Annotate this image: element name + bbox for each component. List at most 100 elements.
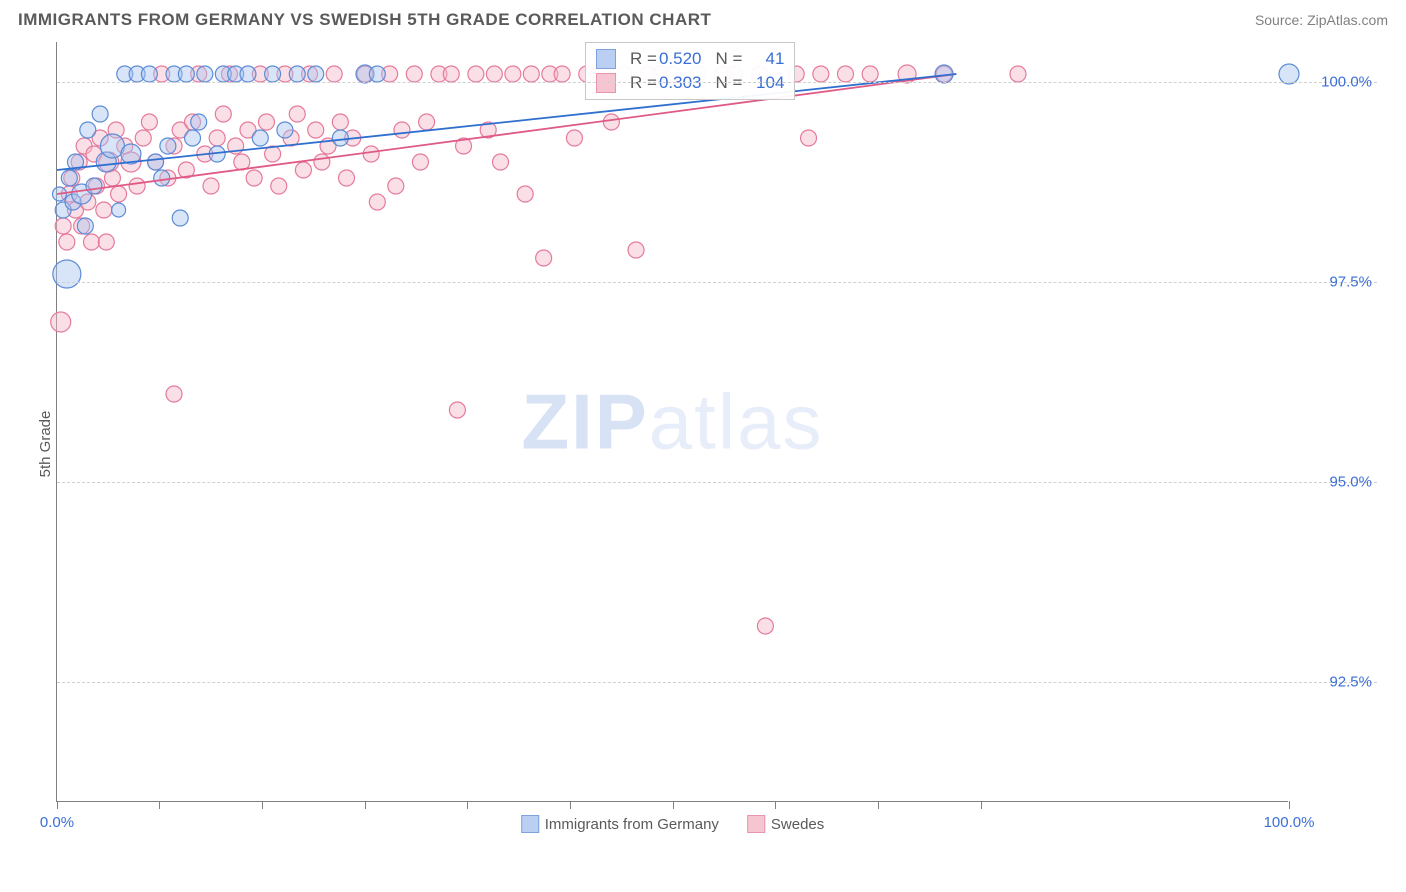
scatter-point-germany	[77, 218, 93, 234]
scatter-point-germany	[172, 210, 188, 226]
scatter-point-germany	[86, 178, 102, 194]
x-tick	[673, 801, 674, 809]
scatter-point-swedes	[388, 178, 404, 194]
stats-n-label: N =	[715, 49, 742, 69]
x-tick-label: 0.0%	[40, 814, 74, 831]
scatter-point-swedes	[468, 66, 484, 82]
scatter-point-swedes	[486, 66, 502, 82]
scatter-point-swedes	[505, 66, 521, 82]
scatter-point-swedes	[517, 186, 533, 202]
scatter-point-germany	[154, 170, 170, 186]
scatter-point-germany	[53, 260, 81, 288]
scatter-point-germany	[1279, 64, 1299, 84]
scatter-point-swedes	[394, 122, 410, 138]
scatter-point-swedes	[166, 386, 182, 402]
gridline-h	[57, 82, 1377, 83]
scatter-point-swedes	[55, 218, 71, 234]
scatter-svg	[57, 42, 1289, 802]
x-tick	[365, 801, 366, 809]
scatter-point-swedes	[419, 114, 435, 130]
bottom-legend: Immigrants from Germany Swedes	[521, 815, 825, 833]
plot-area: ZIPatlas R = 0.520N = 41R = 0.303N = 104…	[56, 42, 1288, 802]
legend-swatch-swedes	[596, 73, 616, 93]
scatter-point-swedes	[412, 154, 428, 170]
legend-label-swedes: Swedes	[771, 816, 824, 833]
scatter-point-germany	[332, 130, 348, 146]
scatter-point-swedes	[295, 162, 311, 178]
scatter-point-swedes	[801, 130, 817, 146]
scatter-point-germany	[61, 170, 77, 186]
chart-container: 5th Grade ZIPatlas R = 0.520N = 41R = 0.…	[14, 34, 1394, 854]
scatter-point-germany	[148, 154, 164, 170]
chart-header: IMMIGRANTS FROM GERMANY VS SWEDISH 5TH G…	[0, 0, 1406, 34]
scatter-point-swedes	[1010, 66, 1026, 82]
scatter-point-swedes	[536, 250, 552, 266]
y-tick-label: 95.0%	[1329, 474, 1372, 491]
source-label: Source: ZipAtlas.com	[1255, 12, 1388, 28]
scatter-point-germany	[112, 203, 126, 217]
scatter-point-swedes	[203, 178, 219, 194]
x-tick	[57, 801, 58, 809]
gridline-h	[57, 682, 1377, 683]
legend-swatch-swedes-bottom	[747, 815, 765, 833]
scatter-point-swedes	[98, 234, 114, 250]
scatter-point-swedes	[443, 66, 459, 82]
x-tick	[262, 801, 263, 809]
scatter-point-germany	[92, 106, 108, 122]
scatter-point-swedes	[141, 114, 157, 130]
scatter-point-swedes	[523, 66, 539, 82]
x-tick	[570, 801, 571, 809]
y-axis-label: 5th Grade	[37, 411, 54, 478]
x-tick	[775, 801, 776, 809]
scatter-point-germany	[141, 66, 157, 82]
scatter-point-swedes	[449, 402, 465, 418]
stats-r-value: 0.303	[659, 73, 702, 93]
x-tick	[159, 801, 160, 809]
stats-r-label: R =	[630, 73, 657, 93]
scatter-point-swedes	[566, 130, 582, 146]
scatter-point-swedes	[314, 154, 330, 170]
source-prefix: Source:	[1255, 12, 1307, 28]
scatter-point-germany	[308, 66, 324, 82]
gridline-h	[57, 282, 1377, 283]
scatter-point-swedes	[96, 202, 112, 218]
x-tick-label: 100.0%	[1264, 814, 1315, 831]
stats-n-value: 104	[744, 73, 784, 93]
scatter-point-swedes	[326, 66, 342, 82]
legend-swatch-germany-bottom	[521, 815, 539, 833]
scatter-point-swedes	[271, 178, 287, 194]
scatter-point-swedes	[111, 186, 127, 202]
stats-legend: R = 0.520N = 41R = 0.303N = 104	[585, 42, 795, 100]
legend-label-germany: Immigrants from Germany	[545, 816, 719, 833]
scatter-point-germany	[277, 122, 293, 138]
y-tick-label: 97.5%	[1329, 274, 1372, 291]
scatter-point-swedes	[215, 106, 231, 122]
scatter-point-swedes	[51, 312, 71, 332]
scatter-point-germany	[80, 122, 96, 138]
y-tick-label: 92.5%	[1329, 674, 1372, 691]
gridline-h	[57, 482, 1377, 483]
scatter-point-swedes	[308, 122, 324, 138]
scatter-point-swedes	[628, 242, 644, 258]
scatter-point-swedes	[332, 114, 348, 130]
scatter-point-germany	[252, 130, 268, 146]
x-tick	[981, 801, 982, 809]
scatter-point-swedes	[83, 234, 99, 250]
stats-row-swedes: R = 0.303N = 104	[586, 71, 794, 95]
x-tick	[878, 801, 879, 809]
x-tick	[467, 801, 468, 809]
scatter-point-swedes	[129, 178, 145, 194]
chart-title: IMMIGRANTS FROM GERMANY VS SWEDISH 5TH G…	[18, 10, 711, 30]
scatter-point-germany	[185, 130, 201, 146]
scatter-point-swedes	[258, 114, 274, 130]
scatter-point-swedes	[603, 114, 619, 130]
x-tick	[1289, 801, 1290, 809]
scatter-point-swedes	[554, 66, 570, 82]
scatter-point-swedes	[757, 618, 773, 634]
legend-swatch-germany	[596, 49, 616, 69]
y-tick-label: 100.0%	[1321, 74, 1372, 91]
scatter-point-swedes	[813, 66, 829, 82]
scatter-point-swedes	[837, 66, 853, 82]
scatter-point-swedes	[135, 130, 151, 146]
source-name: ZipAtlas.com	[1307, 12, 1388, 28]
